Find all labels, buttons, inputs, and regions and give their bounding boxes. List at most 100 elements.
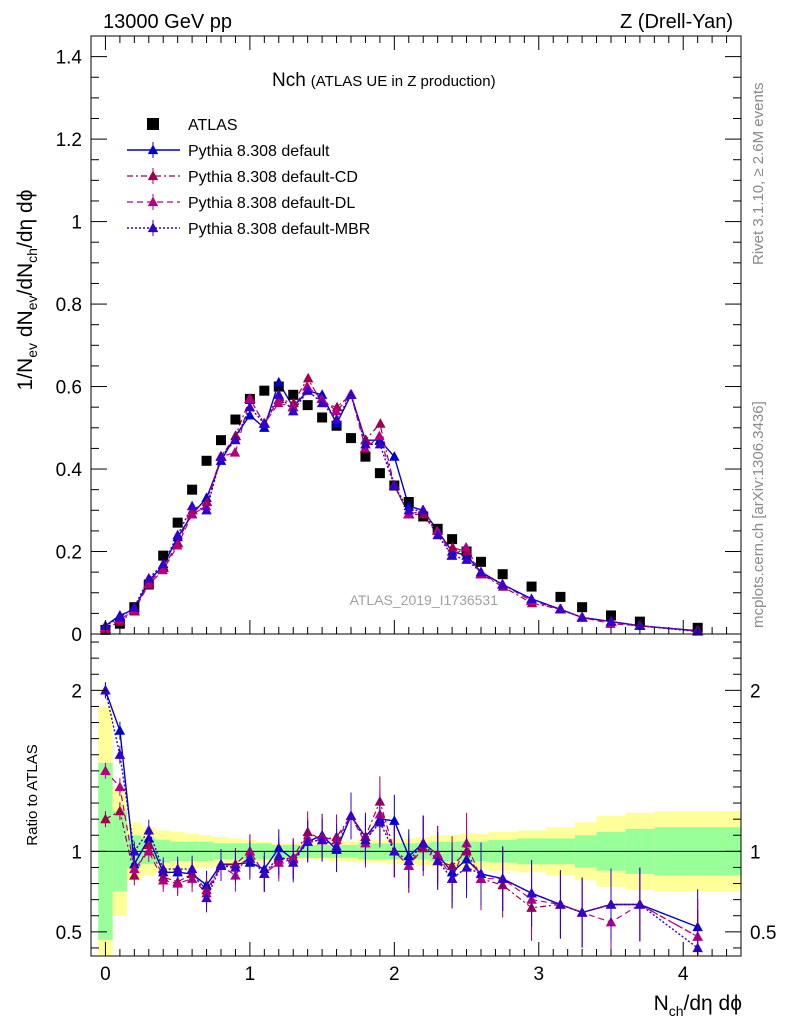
marker-dl	[244, 393, 255, 404]
y-tick-label-ratio-right: 1	[750, 842, 761, 863]
y-tick-label-ratio-right: 0.5	[750, 923, 776, 944]
data-point-atlas	[259, 385, 270, 396]
marker-cd	[230, 430, 242, 441]
ratio-marker-mbr	[100, 684, 111, 695]
marker-mbr	[302, 385, 313, 395]
marker-mbr	[230, 434, 241, 445]
marker-mbr	[360, 438, 371, 449]
ratio-marker-mbr	[576, 907, 588, 917]
ratio-marker-mbr	[417, 837, 429, 848]
marker-mbr	[576, 612, 588, 622]
ratio-marker-mbr	[215, 860, 227, 870]
marker-dl	[316, 393, 327, 404]
marker-mbr	[244, 401, 256, 412]
ratio-marker-default	[114, 725, 126, 735]
legend-label: ATLAS	[188, 117, 238, 134]
marker-mbr	[215, 451, 227, 461]
y-tick-label-main: 1.4	[56, 48, 83, 69]
x-tick-label: 2	[389, 964, 400, 985]
marker-default	[389, 451, 400, 461]
marker-mbr	[114, 612, 126, 622]
data-point-atlas	[172, 517, 183, 528]
marker-dl	[301, 381, 313, 391]
legend-marker-mbr	[147, 222, 159, 233]
ratio-line-cd	[105, 799, 698, 938]
marker-dl	[273, 397, 284, 408]
marker-mbr	[526, 593, 537, 604]
data-point-atlas	[606, 610, 616, 621]
marker-default	[273, 376, 285, 387]
y-tick-label-main: 0.8	[56, 295, 82, 316]
x-tick-label: 1	[245, 964, 256, 985]
y-tick-label-main: 0.6	[56, 378, 82, 399]
marker-cd	[375, 418, 386, 428]
marker-dl	[200, 500, 212, 511]
marker-dl	[431, 525, 443, 536]
y-tick-label-main: 0.2	[56, 543, 82, 564]
plot-title-sub: (ATLAS UE in Z production)	[311, 73, 496, 90]
ratio-marker-dl	[143, 845, 155, 856]
series-line-mbr	[105, 389, 698, 633]
y-tick-label-ratio-right: 2	[750, 681, 761, 702]
ratio-marker-mbr	[259, 868, 270, 879]
ratio-marker-mbr	[345, 810, 357, 821]
marker-dl	[287, 401, 298, 412]
marker-mbr	[259, 418, 270, 428]
marker-mbr	[446, 550, 458, 560]
marker-mbr	[403, 504, 415, 515]
ratio-marker-mbr	[287, 857, 299, 867]
x-tick-label: 3	[533, 964, 544, 985]
data-point-atlas	[158, 550, 169, 561]
ratio-marker-dl	[100, 765, 111, 775]
marker-mbr	[432, 529, 443, 540]
legend-label: Pythia 8.308 default	[188, 143, 330, 160]
x-tick-label: 0	[100, 964, 111, 985]
legend: ATLAS Pythia 8.308 default Pythia 8.308 de…	[127, 117, 370, 238]
ratio-marker-mbr	[201, 892, 212, 903]
legend-marker-dl	[147, 196, 159, 207]
marker-mbr	[461, 554, 472, 564]
ratio-marker-mbr	[555, 898, 566, 909]
marker-mbr	[186, 500, 198, 511]
ratio-marker-dl	[129, 863, 140, 874]
data-point-atlas	[216, 435, 226, 446]
mcplots-label: mcplots.cern.ch [arXiv:1306.3436]	[750, 401, 767, 628]
legend-label: Pythia 8.308 default-CD	[188, 169, 358, 186]
series-line-cd	[105, 377, 698, 632]
ratio-line-default	[104, 690, 698, 928]
marker-mbr	[201, 504, 212, 515]
data-point-atlas	[360, 451, 371, 462]
marker-cd	[447, 541, 458, 552]
y-tick-label-ratio: 0.5	[56, 923, 82, 944]
marker-mbr	[287, 405, 299, 416]
marker-dl	[171, 539, 183, 550]
ratio-marker-cd	[114, 805, 126, 816]
ratio-marker-mbr	[446, 873, 458, 883]
marker-mbr	[605, 616, 617, 626]
ratio-marker-mbr	[634, 898, 646, 909]
analysis-watermark: ATLAS_2019_I1736531	[350, 592, 499, 608]
y-tick-label-ratio: 1	[71, 842, 82, 863]
ratio-marker-mbr	[526, 887, 537, 898]
ratio-marker-mbr	[244, 852, 256, 862]
marker-mbr	[634, 620, 646, 630]
ratio-marker-cd	[100, 813, 111, 824]
ratio-marker-mbr	[432, 855, 443, 866]
marker-mbr	[555, 603, 566, 614]
series-line-dl	[105, 385, 698, 632]
ratio-marker-mbr	[273, 850, 285, 861]
plot-title: Nch (ATLAS UE in Z production)	[272, 70, 496, 91]
marker-dl	[186, 508, 197, 519]
ratio-line-mbr	[104, 690, 699, 949]
ratio-marker-mbr	[172, 863, 183, 874]
ratio-marker-mbr	[461, 861, 472, 872]
plot-title-main: Nch	[272, 70, 306, 91]
legend-marker-cd	[147, 170, 159, 181]
data-point-atlas	[346, 433, 356, 444]
marker-dl	[143, 579, 154, 589]
marker-dl	[460, 541, 472, 552]
x-axis-label: Nch/dη dϕ	[654, 992, 742, 1019]
y-axis-label-ratio: Ratio to ATLAS	[24, 744, 41, 845]
data-point-atlas	[288, 389, 299, 400]
